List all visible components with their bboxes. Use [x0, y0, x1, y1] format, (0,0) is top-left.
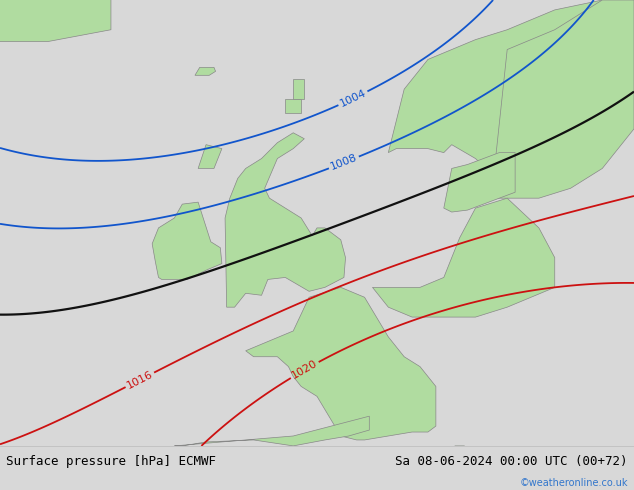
Text: 1004: 1004 — [338, 88, 368, 109]
Polygon shape — [373, 198, 555, 317]
Polygon shape — [444, 480, 472, 490]
Polygon shape — [152, 202, 222, 279]
Polygon shape — [444, 152, 515, 212]
Text: Sa 08-06-2024 00:00 UTC (00+72): Sa 08-06-2024 00:00 UTC (00+72) — [395, 455, 628, 468]
Polygon shape — [293, 79, 304, 99]
Text: ©weatheronline.co.uk: ©weatheronline.co.uk — [519, 478, 628, 488]
Polygon shape — [451, 446, 468, 480]
Polygon shape — [225, 133, 346, 307]
Text: Surface pressure [hPa] ECMWF: Surface pressure [hPa] ECMWF — [6, 455, 216, 468]
Polygon shape — [246, 287, 436, 440]
Polygon shape — [388, 0, 634, 188]
Polygon shape — [285, 99, 301, 113]
Polygon shape — [491, 0, 634, 198]
Text: 1008: 1008 — [329, 153, 359, 172]
Text: 1020: 1020 — [290, 359, 320, 381]
Polygon shape — [0, 0, 111, 42]
Polygon shape — [198, 145, 222, 169]
Text: 1016: 1016 — [125, 369, 155, 391]
Polygon shape — [174, 416, 369, 446]
Polygon shape — [195, 68, 216, 75]
